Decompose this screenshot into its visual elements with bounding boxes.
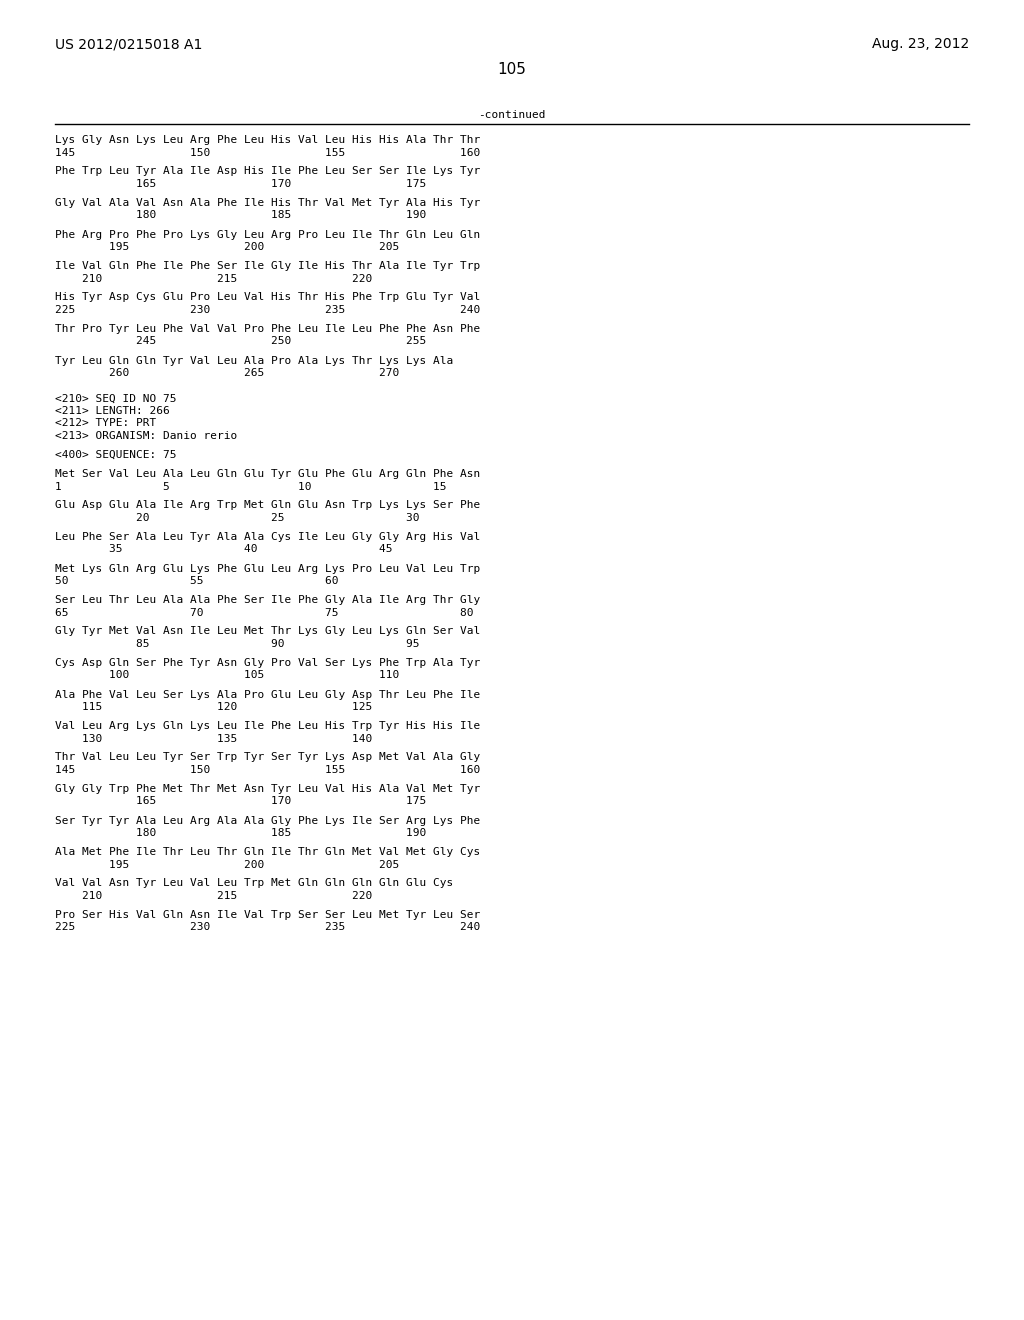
Text: 195                 200                 205: 195 200 205 bbox=[55, 859, 399, 870]
Text: 100                 105                 110: 100 105 110 bbox=[55, 671, 399, 681]
Text: Leu Phe Ser Ala Leu Tyr Ala Ala Cys Ile Leu Gly Gly Arg His Val: Leu Phe Ser Ala Leu Tyr Ala Ala Cys Ile … bbox=[55, 532, 480, 543]
Text: 115                 120                 125: 115 120 125 bbox=[55, 702, 373, 711]
Text: Met Ser Val Leu Ala Leu Gln Glu Tyr Glu Phe Glu Arg Gln Phe Asn: Met Ser Val Leu Ala Leu Gln Glu Tyr Glu … bbox=[55, 469, 480, 479]
Text: <211> LENGTH: 266: <211> LENGTH: 266 bbox=[55, 407, 170, 416]
Text: Phe Trp Leu Tyr Ala Ile Asp His Ile Phe Leu Ser Ser Ile Lys Tyr: Phe Trp Leu Tyr Ala Ile Asp His Ile Phe … bbox=[55, 166, 480, 177]
Text: -continued: -continued bbox=[478, 110, 546, 120]
Text: Val Leu Arg Lys Gln Lys Leu Ile Phe Leu His Trp Tyr His His Ile: Val Leu Arg Lys Gln Lys Leu Ile Phe Leu … bbox=[55, 721, 480, 731]
Text: 225                 230                 235                 240: 225 230 235 240 bbox=[55, 305, 480, 315]
Text: Aug. 23, 2012: Aug. 23, 2012 bbox=[871, 37, 969, 51]
Text: <212> TYPE: PRT: <212> TYPE: PRT bbox=[55, 418, 157, 429]
Text: <210> SEQ ID NO 75: <210> SEQ ID NO 75 bbox=[55, 393, 176, 404]
Text: Val Val Asn Tyr Leu Val Leu Trp Met Gln Gln Gln Gln Glu Cys: Val Val Asn Tyr Leu Val Leu Trp Met Gln … bbox=[55, 879, 454, 888]
Text: Phe Arg Pro Phe Pro Lys Gly Leu Arg Pro Leu Ile Thr Gln Leu Gln: Phe Arg Pro Phe Pro Lys Gly Leu Arg Pro … bbox=[55, 230, 480, 239]
Text: Thr Val Leu Leu Tyr Ser Trp Tyr Ser Tyr Lys Asp Met Val Ala Gly: Thr Val Leu Leu Tyr Ser Trp Tyr Ser Tyr … bbox=[55, 752, 480, 763]
Text: 85                  90                  95: 85 90 95 bbox=[55, 639, 420, 649]
Text: 195                 200                 205: 195 200 205 bbox=[55, 242, 399, 252]
Text: <400> SEQUENCE: 75: <400> SEQUENCE: 75 bbox=[55, 450, 176, 459]
Text: Met Lys Gln Arg Glu Lys Phe Glu Leu Arg Lys Pro Leu Val Leu Trp: Met Lys Gln Arg Glu Lys Phe Glu Leu Arg … bbox=[55, 564, 480, 573]
Text: 145                 150                 155                 160: 145 150 155 160 bbox=[55, 148, 480, 157]
Text: His Tyr Asp Cys Glu Pro Leu Val His Thr His Phe Trp Glu Tyr Val: His Tyr Asp Cys Glu Pro Leu Val His Thr … bbox=[55, 293, 480, 302]
Text: 225                 230                 235                 240: 225 230 235 240 bbox=[55, 923, 480, 932]
Text: 105: 105 bbox=[498, 62, 526, 77]
Text: 145                 150                 155                 160: 145 150 155 160 bbox=[55, 766, 480, 775]
Text: 180                 185                 190: 180 185 190 bbox=[55, 828, 426, 838]
Text: Tyr Leu Gln Gln Tyr Val Leu Ala Pro Ala Lys Thr Lys Lys Ala: Tyr Leu Gln Gln Tyr Val Leu Ala Pro Ala … bbox=[55, 355, 454, 366]
Text: Gly Gly Trp Phe Met Thr Met Asn Tyr Leu Val His Ala Val Met Tyr: Gly Gly Trp Phe Met Thr Met Asn Tyr Leu … bbox=[55, 784, 480, 795]
Text: Gly Tyr Met Val Asn Ile Leu Met Thr Lys Gly Leu Lys Gln Ser Val: Gly Tyr Met Val Asn Ile Leu Met Thr Lys … bbox=[55, 627, 480, 636]
Text: 210                 215                 220: 210 215 220 bbox=[55, 891, 373, 902]
Text: Glu Asp Glu Ala Ile Arg Trp Met Gln Glu Asn Trp Lys Lys Ser Phe: Glu Asp Glu Ala Ile Arg Trp Met Gln Glu … bbox=[55, 500, 480, 511]
Text: Ile Val Gln Phe Ile Phe Ser Ile Gly Ile His Thr Ala Ile Tyr Trp: Ile Val Gln Phe Ile Phe Ser Ile Gly Ile … bbox=[55, 261, 480, 271]
Text: US 2012/0215018 A1: US 2012/0215018 A1 bbox=[55, 37, 203, 51]
Text: Pro Ser His Val Gln Asn Ile Val Trp Ser Ser Leu Met Tyr Leu Ser: Pro Ser His Val Gln Asn Ile Val Trp Ser … bbox=[55, 909, 480, 920]
Text: Ser Leu Thr Leu Ala Ala Phe Ser Ile Phe Gly Ala Ile Arg Thr Gly: Ser Leu Thr Leu Ala Ala Phe Ser Ile Phe … bbox=[55, 595, 480, 605]
Text: Ala Met Phe Ile Thr Leu Thr Gln Ile Thr Gln Met Val Met Gly Cys: Ala Met Phe Ile Thr Leu Thr Gln Ile Thr … bbox=[55, 847, 480, 857]
Text: Thr Pro Tyr Leu Phe Val Val Pro Phe Leu Ile Leu Phe Phe Asn Phe: Thr Pro Tyr Leu Phe Val Val Pro Phe Leu … bbox=[55, 323, 480, 334]
Text: 165                 170                 175: 165 170 175 bbox=[55, 180, 426, 189]
Text: 180                 185                 190: 180 185 190 bbox=[55, 210, 426, 220]
Text: Cys Asp Gln Ser Phe Tyr Asn Gly Pro Val Ser Lys Phe Trp Ala Tyr: Cys Asp Gln Ser Phe Tyr Asn Gly Pro Val … bbox=[55, 657, 480, 668]
Text: 130                 135                 140: 130 135 140 bbox=[55, 734, 373, 743]
Text: 245                 250                 255: 245 250 255 bbox=[55, 337, 426, 346]
Text: 165                 170                 175: 165 170 175 bbox=[55, 796, 426, 807]
Text: Gly Val Ala Val Asn Ala Phe Ile His Thr Val Met Tyr Ala His Tyr: Gly Val Ala Val Asn Ala Phe Ile His Thr … bbox=[55, 198, 480, 209]
Text: 20                  25                  30: 20 25 30 bbox=[55, 513, 420, 523]
Text: 50                  55                  60: 50 55 60 bbox=[55, 576, 339, 586]
Text: 260                 265                 270: 260 265 270 bbox=[55, 368, 399, 378]
Text: Ala Phe Val Leu Ser Lys Ala Pro Glu Leu Gly Asp Thr Leu Phe Ile: Ala Phe Val Leu Ser Lys Ala Pro Glu Leu … bbox=[55, 689, 480, 700]
Text: <213> ORGANISM: Danio rerio: <213> ORGANISM: Danio rerio bbox=[55, 432, 238, 441]
Text: 210                 215                 220: 210 215 220 bbox=[55, 273, 373, 284]
Text: Ser Tyr Tyr Ala Leu Arg Ala Ala Gly Phe Lys Ile Ser Arg Lys Phe: Ser Tyr Tyr Ala Leu Arg Ala Ala Gly Phe … bbox=[55, 816, 480, 825]
Text: 65                  70                  75                  80: 65 70 75 80 bbox=[55, 607, 473, 618]
Text: 35                  40                  45: 35 40 45 bbox=[55, 544, 392, 554]
Text: 1               5                   10                  15: 1 5 10 15 bbox=[55, 482, 446, 491]
Text: Lys Gly Asn Lys Leu Arg Phe Leu His Val Leu His His Ala Thr Thr: Lys Gly Asn Lys Leu Arg Phe Leu His Val … bbox=[55, 135, 480, 145]
